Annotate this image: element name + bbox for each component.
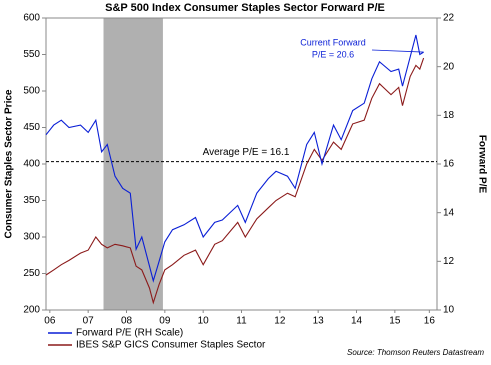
- legend-label: IBES S&P GICS Consumer Staples Sector: [76, 340, 266, 351]
- y2-tick-label: 22: [443, 13, 455, 24]
- x-tick-label: 12: [274, 316, 286, 327]
- current-annotation: Current Forward: [300, 37, 366, 47]
- x-tick-label: 08: [121, 316, 133, 327]
- y-tick-label: 350: [23, 195, 40, 206]
- series-line: [45, 57, 425, 305]
- y2-tick-label: 18: [443, 110, 455, 121]
- shaded-range: [103, 18, 163, 310]
- y2-tick-label: 20: [443, 61, 455, 72]
- y2-tick-label: 10: [443, 305, 455, 316]
- y-tick-label: 500: [23, 86, 40, 97]
- current-annotation: P/E = 20.6: [312, 49, 354, 59]
- average-annotation: Average P/E = 16.1: [203, 147, 290, 158]
- y-tick-label: 400: [23, 159, 40, 170]
- legend-label: Forward P/E (RH Scale): [76, 328, 183, 339]
- y-tick-label: 300: [23, 232, 40, 243]
- x-tick-label: 10: [198, 316, 210, 327]
- chart-title: S&P 500 Index Consumer Staples Sector Fo…: [105, 2, 385, 14]
- y2-tick-label: 16: [443, 159, 455, 170]
- y-tick-label: 250: [23, 268, 40, 279]
- series-line: [45, 34, 424, 283]
- y-tick-label: 550: [23, 49, 40, 60]
- y-tick-label: 450: [23, 122, 40, 133]
- x-tick-label: 06: [44, 316, 56, 327]
- y-axis-label: Consumer Staples Sector Price: [4, 89, 15, 238]
- x-tick-label: 14: [351, 316, 363, 327]
- y2-axis-label: Forward P/E: [476, 135, 487, 194]
- x-tick-label: 16: [424, 316, 436, 327]
- annotation-arrow: [371, 49, 424, 53]
- x-tick-label: 13: [313, 316, 325, 327]
- x-tick-label: 09: [159, 316, 171, 327]
- x-tick-label: 15: [389, 316, 401, 327]
- y2-tick-label: 14: [443, 207, 455, 218]
- y2-tick-label: 12: [443, 256, 455, 267]
- y-tick-label: 200: [23, 305, 40, 316]
- x-tick-label: 11: [236, 316, 247, 327]
- y-tick-label: 600: [23, 13, 40, 24]
- x-tick-label: 07: [83, 316, 95, 327]
- source: Source: Thomson Reuters Datastream: [347, 348, 484, 357]
